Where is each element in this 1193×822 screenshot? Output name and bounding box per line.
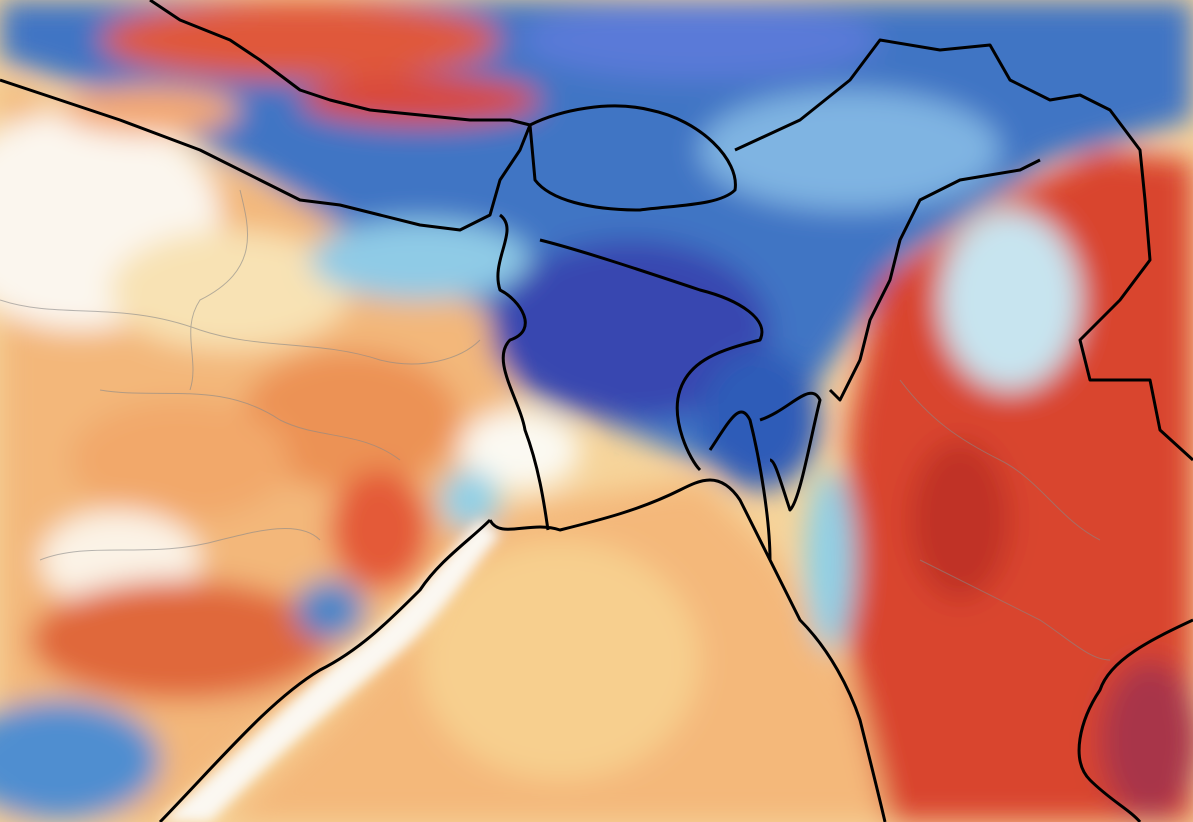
state-lines [0,189,1111,661]
